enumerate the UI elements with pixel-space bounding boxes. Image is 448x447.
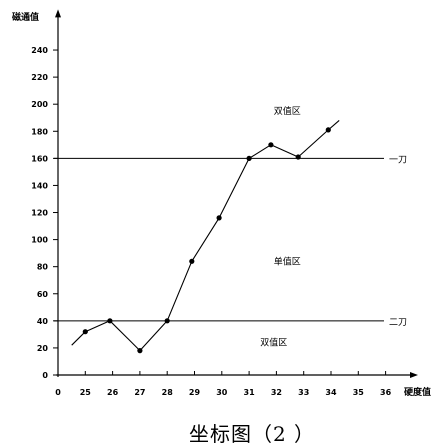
x-origin-label: 0 — [55, 388, 61, 397]
y-tick-label-0: 0 — [42, 371, 48, 380]
y-axis-label: 磁通值 — [12, 11, 39, 23]
x-tick-label-25: 25 — [80, 388, 92, 397]
region-label-2: 双值区 — [260, 337, 287, 349]
x-tick-label-30: 30 — [216, 388, 228, 397]
y-tick-label-80: 80 — [37, 263, 49, 272]
y-tick-label-60: 60 — [37, 290, 49, 299]
x-tick-label-29: 29 — [189, 388, 201, 397]
data-point-1 — [82, 329, 88, 335]
y-tick-label-240: 240 — [31, 46, 48, 55]
series-line-0 — [71, 119, 340, 352]
y-tick-label-20: 20 — [37, 344, 49, 353]
region-label-1: 单值区 — [274, 255, 301, 267]
region-label-0: 双值区 — [274, 105, 301, 117]
x-tick-label-31: 31 — [244, 388, 256, 397]
reference-line-label-160: 一刀 — [389, 155, 407, 165]
y-tick-label-220: 220 — [31, 73, 48, 82]
x-axis-label: 硬度值 — [404, 386, 431, 398]
x-tick-label-36: 36 — [380, 388, 392, 397]
data-point-4 — [164, 318, 170, 324]
y-tick-label-140: 140 — [31, 181, 48, 190]
data-point-2 — [107, 318, 113, 324]
data-point-9 — [295, 154, 301, 160]
y-tick-label-160: 160 — [31, 154, 48, 163]
y-axis-arrow — [55, 9, 61, 18]
data-point-8 — [268, 142, 274, 148]
x-tick-label-28: 28 — [162, 388, 174, 397]
y-tick-label-200: 200 — [31, 100, 48, 109]
data-point-3 — [137, 348, 143, 354]
x-tick-label-27: 27 — [134, 388, 145, 397]
x-tick-label-34: 34 — [325, 388, 337, 397]
y-tick-label-180: 180 — [31, 127, 48, 136]
data-point-5 — [189, 258, 195, 264]
x-tick-label-26: 26 — [107, 388, 119, 397]
reference-line-label-40: 二刀 — [389, 318, 407, 328]
x-tick-label-35: 35 — [353, 388, 365, 397]
data-point-7 — [246, 155, 252, 161]
y-tick-label-100: 100 — [31, 236, 48, 245]
data-point-10 — [325, 127, 331, 133]
y-tick-label-40: 40 — [37, 317, 49, 326]
y-tick-label-120: 120 — [31, 209, 48, 218]
data-point-6 — [216, 215, 222, 221]
x-axis-arrow — [410, 372, 418, 378]
x-tick-label-33: 33 — [298, 388, 309, 397]
chart-caption: 坐标图（2 ） — [189, 422, 315, 446]
x-tick-label-32: 32 — [271, 388, 282, 397]
